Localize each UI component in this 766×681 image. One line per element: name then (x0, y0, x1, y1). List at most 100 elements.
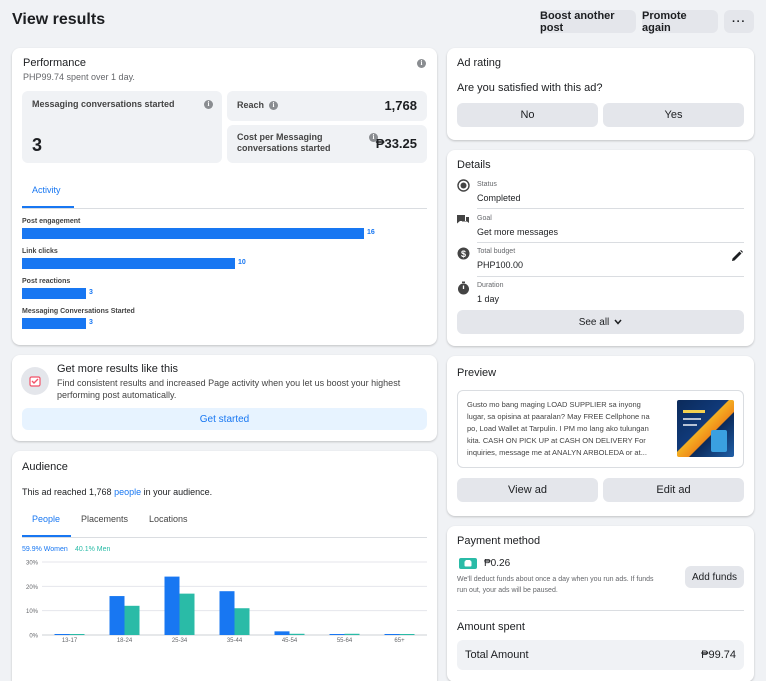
ad-preview-text-line: po, Load Wallet at Tarpulin. I PM mo lan… (467, 424, 649, 433)
cost-metric-label-line1: Cost per Messaging (237, 132, 323, 142)
chart-bar-women (329, 634, 345, 635)
activity-label: Link clicks (22, 248, 58, 255)
stopwatch-icon (458, 281, 469, 295)
details-title: Details (457, 159, 491, 171)
detail-label: Goal (477, 215, 492, 222)
amount-spent-title: Amount spent (457, 621, 525, 633)
info-icon[interactable]: i (204, 100, 213, 109)
tab-people[interactable]: People (32, 514, 61, 524)
legend-men: 40.1% Men (75, 546, 111, 553)
add-funds-button[interactable]: Add funds (685, 566, 744, 588)
performance-card: Performance i PHP99.74 spent over 1 day.… (12, 48, 437, 345)
activity-value: 3 (89, 319, 93, 326)
reach-metric-value: 1,768 (384, 98, 417, 113)
chart-bar-men (399, 634, 415, 635)
detail-value: PHP100.00 (477, 260, 524, 270)
rating-yes-button[interactable]: Yes (603, 103, 744, 127)
divider (457, 610, 744, 611)
chart-bar-men (234, 608, 250, 635)
audience-title: Audience (22, 461, 68, 473)
performance-title: Performance (23, 57, 86, 69)
chart-bar-women (164, 576, 180, 635)
info-icon[interactable]: i (269, 101, 278, 110)
x-tick-label: 65+ (394, 638, 405, 644)
y-tick-label: 30% (26, 561, 39, 567)
edit-pencil-icon[interactable] (730, 249, 744, 263)
page-title: View results (12, 11, 106, 28)
x-tick-label: 55-64 (337, 638, 353, 644)
cost-metric-box: Cost per Messaging conversations started… (227, 125, 427, 163)
divider (477, 242, 744, 243)
x-tick-label: 45-54 (282, 638, 298, 644)
see-all-button[interactable]: See all (457, 310, 744, 334)
audience-card: Audience This ad reached 1,768 people in… (12, 451, 437, 681)
svg-text:$: $ (461, 249, 466, 259)
performance-subtitle: PHP99.74 spent over 1 day. (23, 72, 135, 82)
cost-metric-label-line2: conversations started (237, 143, 331, 153)
boost-another-post-button[interactable]: Boost another post (540, 10, 636, 34)
activity-bar (22, 288, 86, 299)
audience-reach-prefix: This ad reached 1,768 (22, 487, 115, 497)
activity-value: 10 (238, 259, 246, 266)
detail-value: Get more messages (477, 227, 559, 237)
messaging-metric-label: Messaging conversations started (32, 99, 175, 109)
preview-card: Preview Gusto mo bang maging LOAD SUPPLI… (447, 356, 754, 516)
detail-value: Completed (477, 193, 521, 203)
get-more-text-line2: performing post automatically. (57, 390, 177, 400)
get-more-text-line1: Find consistent results and increased Pa… (57, 378, 401, 388)
rating-no-button[interactable]: No (457, 103, 598, 127)
x-tick-label: 35-44 (227, 638, 243, 644)
more-options-button[interactable]: ··· (724, 10, 754, 33)
activity-label: Post engagement (22, 218, 81, 225)
chevron-down-icon (614, 319, 622, 325)
info-icon[interactable]: i (369, 133, 378, 142)
legend-women: 59.9% Women (22, 546, 68, 553)
ad-preview-text-line: Gusto mo bang maging LOAD SUPPLIER sa in… (467, 400, 641, 409)
chart-bar-men (69, 634, 85, 635)
ad-preview-box[interactable]: Gusto mo bang maging LOAD SUPPLIER sa in… (457, 390, 744, 468)
ad-rating-card: Ad rating Are you satisfied with this ad… (447, 48, 754, 140)
chart-bar-men (289, 633, 305, 635)
divider (22, 208, 427, 209)
tab-activity[interactable]: Activity (32, 185, 61, 195)
activity-label: Messaging Conversations Started (22, 308, 135, 315)
audience-reach-suffix: in your audience. (141, 487, 213, 497)
tab-people-underline (22, 535, 71, 537)
activity-bar (22, 318, 86, 329)
tab-locations[interactable]: Locations (149, 514, 188, 524)
payment-note-line1: We'll deduct funds about once a day when… (457, 576, 654, 583)
info-icon[interactable]: i (417, 59, 426, 68)
chart-bar-men (124, 605, 140, 635)
chart-bar-women (109, 596, 125, 635)
x-tick-label: 18-24 (117, 638, 133, 644)
total-amount-value: ₱99.74 (701, 649, 736, 661)
payment-note-line2: run out, your ads will be paused. (457, 587, 558, 594)
view-ad-button[interactable]: View ad (457, 478, 598, 502)
reach-metric-box: Reach i 1,768 (227, 91, 427, 121)
ad-preview-text-line: inquiries, message me at ANALYN ARBOLEDA… (467, 448, 647, 457)
get-more-title: Get more results like this (57, 363, 179, 375)
get-started-button[interactable]: Get started (22, 408, 427, 430)
chart-bar-women (219, 591, 235, 635)
cost-metric-value: ₱33.25 (375, 136, 417, 151)
edit-ad-button[interactable]: Edit ad (603, 478, 744, 502)
tab-activity-underline (22, 206, 74, 208)
detail-label: Total budget (477, 248, 516, 255)
chat-icon (457, 215, 469, 224)
detail-label: Status (477, 181, 497, 188)
people-link[interactable]: people (114, 487, 142, 497)
divider (22, 537, 427, 538)
activity-bar (22, 258, 235, 269)
promote-again-button[interactable]: Promote again (642, 10, 718, 34)
x-tick-label: 13-17 (62, 638, 78, 644)
tab-placements[interactable]: Placements (81, 514, 129, 524)
activity-value: 16 (367, 229, 375, 236)
dollar-icon: $ (457, 247, 470, 260)
payment-title: Payment method (457, 535, 541, 547)
audience-reach-text: This ad reached 1,768 people in your aud… (22, 487, 212, 497)
chart-bar-men (179, 593, 195, 635)
detail-value: 1 day (477, 294, 500, 304)
divider (477, 276, 744, 277)
x-tick-label: 25-34 (172, 638, 188, 644)
chart-bar-women (384, 634, 400, 635)
